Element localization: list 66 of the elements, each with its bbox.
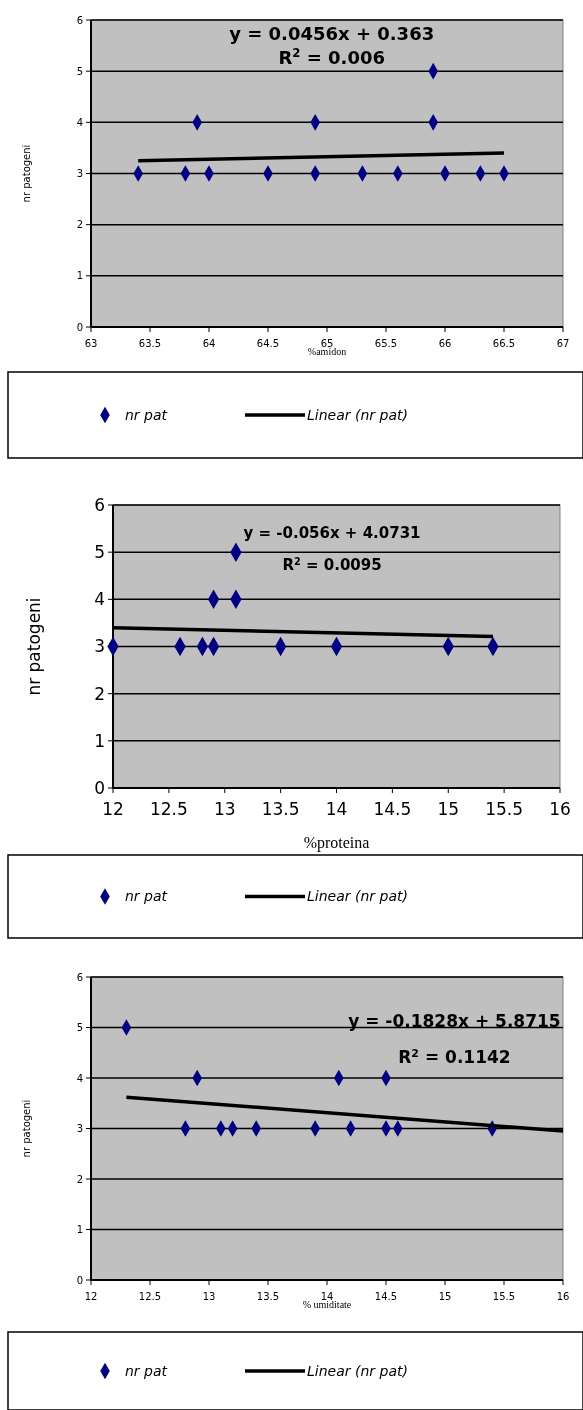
annotation: y = 0.0456x + 0.363 bbox=[229, 23, 435, 45]
legend-label: Linear (nr pat) bbox=[307, 1362, 408, 1379]
y-tick-label: 1 bbox=[94, 730, 105, 751]
y-tick-label: 4 bbox=[76, 1072, 83, 1084]
x-tick-label: 16 bbox=[556, 1291, 570, 1302]
y-tick-label: 5 bbox=[76, 1022, 83, 1033]
x-tick-label: 14.5 bbox=[373, 799, 412, 819]
x-tick-label: 14 bbox=[325, 799, 348, 819]
y-tick-label: 2 bbox=[76, 219, 83, 231]
legend-label: nr pat bbox=[125, 406, 168, 423]
x-tick-label: 67 bbox=[556, 338, 570, 349]
y-tick-label: 3 bbox=[94, 636, 105, 657]
x-tick-label: 12.5 bbox=[149, 799, 188, 819]
y-tick-label: 6 bbox=[76, 971, 83, 983]
x-tick-label: 64.5 bbox=[256, 338, 280, 349]
x-tick-label: 12 bbox=[84, 1291, 98, 1302]
y-axis-title: nr patogeni bbox=[21, 144, 32, 203]
x-axis-title: %amidon bbox=[307, 346, 347, 357]
y-tick-label: 0 bbox=[76, 321, 83, 333]
x-tick-label: 63 bbox=[84, 338, 98, 349]
x-axis-title: % umiditate bbox=[302, 1299, 352, 1310]
y-tick-label: 2 bbox=[94, 683, 105, 704]
y-tick-label: 2 bbox=[76, 1173, 83, 1185]
y-tick-label: 6 bbox=[94, 494, 105, 515]
y-tick-label: 6 bbox=[76, 14, 83, 26]
annotation: R$^{2}$ = 0.1142 bbox=[398, 1046, 511, 1067]
y-tick-label: 4 bbox=[94, 589, 105, 610]
legend-label: Linear (nr pat) bbox=[307, 406, 408, 423]
x-tick-label: 13 bbox=[213, 799, 236, 819]
y-tick-label: 0 bbox=[76, 1274, 83, 1286]
x-tick-label: 13.5 bbox=[256, 1291, 280, 1302]
legend-label: Linear (nr pat) bbox=[307, 888, 408, 905]
x-tick-label: 15.5 bbox=[492, 1291, 516, 1302]
x-tick-label: 13 bbox=[202, 1291, 216, 1302]
y-tick-label: 5 bbox=[76, 65, 83, 77]
x-tick-label: 66.5 bbox=[492, 338, 516, 349]
x-tick-label: 64 bbox=[202, 338, 216, 349]
annotation: y = -0.1828x + 5.8715 bbox=[348, 1010, 561, 1031]
x-tick-label: 15.5 bbox=[485, 799, 524, 819]
x-tick-label: 16 bbox=[549, 799, 571, 819]
legend-label: nr pat bbox=[125, 1362, 168, 1379]
x-tick-label: 15 bbox=[438, 1291, 452, 1302]
y-tick-label: 5 bbox=[94, 542, 105, 563]
x-tick-label: 63.5 bbox=[138, 338, 162, 349]
y-tick-label: 1 bbox=[76, 1224, 83, 1235]
x-axis-title: %proteina bbox=[303, 834, 370, 852]
annotation: R$^{2}$ = 0.0095 bbox=[282, 555, 382, 575]
x-tick-label: 65 bbox=[320, 338, 334, 349]
y-axis-title: nr patogeni bbox=[21, 1099, 32, 1158]
x-tick-label: 13.5 bbox=[261, 799, 300, 819]
x-tick-label: 14 bbox=[320, 1291, 334, 1302]
annotation: R$^{2}$ = 0.006 bbox=[278, 46, 386, 69]
x-tick-label: 65.5 bbox=[374, 338, 398, 349]
x-tick-label: 14.5 bbox=[374, 1291, 398, 1302]
y-tick-label: 0 bbox=[94, 777, 105, 798]
legend-label: nr pat bbox=[125, 888, 168, 905]
y-tick-label: 3 bbox=[76, 1123, 83, 1134]
x-tick-label: 15 bbox=[437, 799, 460, 819]
x-tick-label: 12.5 bbox=[138, 1291, 162, 1302]
y-axis-title: nr patogeni bbox=[24, 597, 44, 696]
annotation: y = -0.056x + 4.0731 bbox=[243, 524, 421, 543]
y-tick-label: 4 bbox=[76, 116, 83, 128]
y-tick-label: 3 bbox=[76, 168, 83, 179]
x-tick-label: 66 bbox=[438, 338, 452, 349]
y-tick-label: 1 bbox=[76, 270, 83, 282]
x-tick-label: 12 bbox=[102, 799, 124, 819]
